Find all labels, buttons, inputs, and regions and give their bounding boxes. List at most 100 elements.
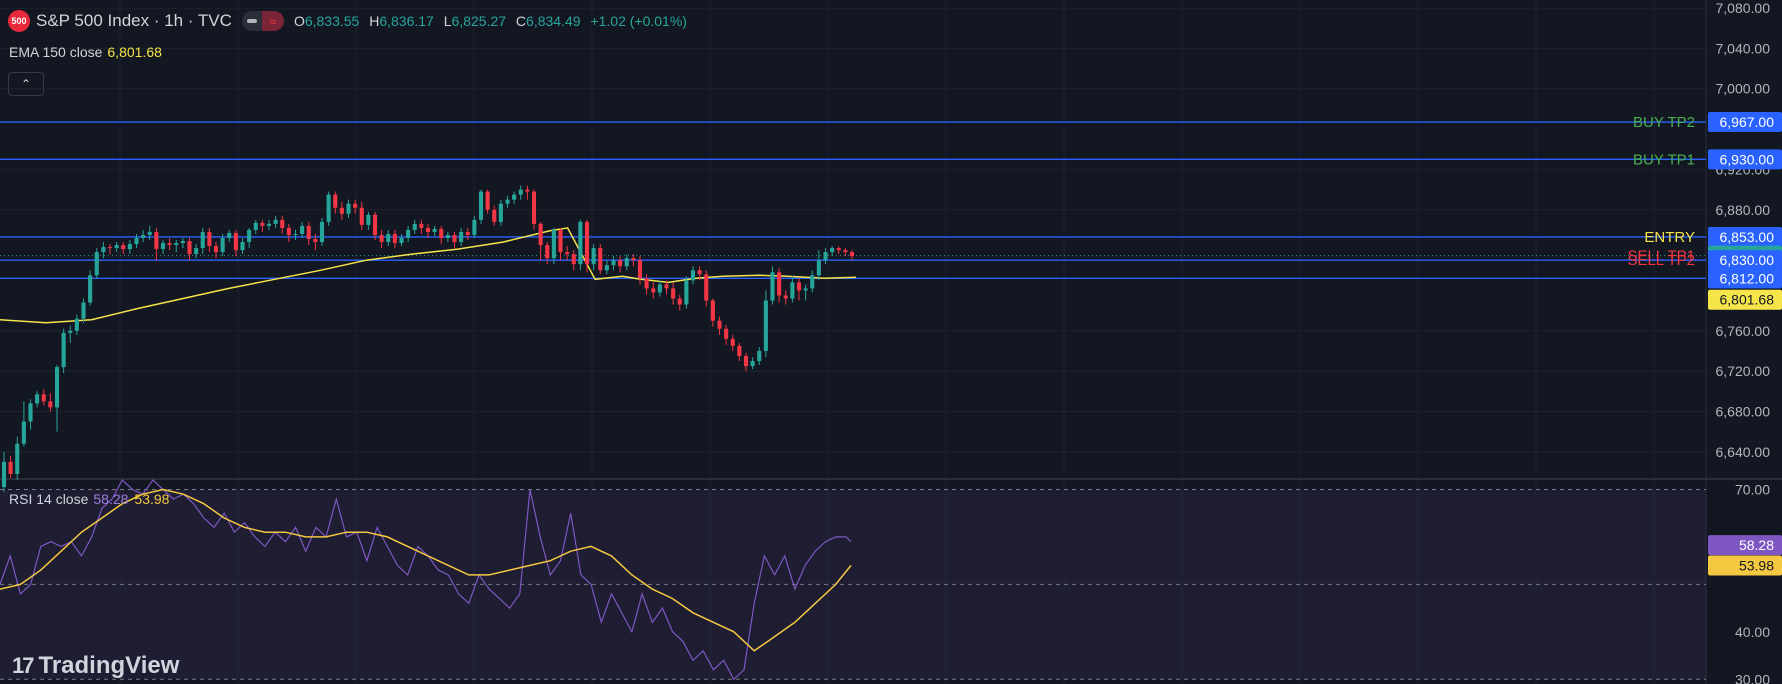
symbol-title[interactable]: S&P 500 Index · 1h · TVC [36, 11, 232, 30]
candle [240, 237, 245, 255]
candle-body [107, 247, 113, 249]
candle [346, 199, 351, 218]
candle-body [565, 252, 570, 255]
candle [584, 219, 590, 273]
candle-body [187, 241, 192, 255]
candle [743, 352, 749, 372]
level-price-tag: 6,967.00 [1708, 112, 1782, 133]
legend-toggle-pill[interactable]: ≈ [241, 11, 284, 31]
tradingview-logo-icon: 17 [12, 653, 35, 678]
symbol-legend[interactable]: 500 S&P 500 Index · 1h · TVC ≈ O6,833.55… [8, 10, 687, 32]
high-value: 6,836.17 [379, 13, 434, 29]
candle [141, 229, 146, 243]
candle-body [604, 265, 609, 271]
candle-body [783, 295, 788, 299]
candle-body [452, 234, 457, 243]
candle-body [154, 231, 159, 250]
candle-body [465, 231, 470, 235]
candle-body [591, 248, 596, 265]
candle [492, 205, 497, 226]
wave-icon[interactable]: ≈ [261, 11, 284, 31]
candle [790, 276, 795, 303]
candle-body [253, 222, 258, 230]
candle-body [571, 254, 576, 265]
candle [505, 195, 510, 208]
candle [644, 274, 649, 295]
chevron-up-icon: ⌃ [20, 77, 32, 91]
ema-legend[interactable]: EMA 150 close 6,801.68 [9, 44, 162, 60]
candle [41, 389, 46, 406]
candle-body [54, 367, 60, 408]
level-label: BUY TP1 [1633, 151, 1695, 168]
collapse-legend-button[interactable]: ⌃ [8, 72, 44, 96]
candle-body [743, 355, 749, 367]
candle-body [160, 243, 166, 250]
candle [591, 244, 596, 271]
candle-body [657, 284, 662, 293]
candle [28, 399, 33, 430]
candle [538, 221, 543, 261]
price-tag-bg [1708, 289, 1782, 310]
candle [101, 242, 106, 259]
level-price-tag: 6,830.00 [1708, 250, 1782, 271]
candle-body [697, 270, 702, 275]
candle [61, 328, 66, 374]
candle [160, 240, 166, 255]
candle [174, 240, 179, 253]
price-tick-label: 6,880.00 [1716, 202, 1771, 218]
candle-body [147, 231, 152, 235]
symbol-logo-icon: 500 [8, 10, 30, 32]
candle-body [134, 237, 139, 245]
rsi-tick-label: 30.00 [1735, 671, 1770, 684]
candle [604, 260, 609, 275]
candle-body [425, 227, 431, 232]
candle-body [266, 223, 272, 226]
price-tag-bg [1708, 555, 1782, 576]
candle-body [777, 272, 782, 296]
candle-body [445, 234, 450, 238]
candle-body [419, 223, 424, 228]
candle [187, 237, 192, 261]
candle [167, 237, 172, 251]
candle-body [273, 219, 278, 224]
candle [359, 201, 364, 230]
rsi-value-tag: 58.28 [1708, 535, 1782, 556]
candle [372, 211, 378, 241]
minus-icon[interactable] [242, 19, 262, 23]
candle-body [849, 252, 855, 257]
candle [213, 242, 219, 259]
rsi-band [0, 489, 1706, 680]
candle-body [353, 203, 358, 208]
candle-body [631, 258, 636, 261]
candle-body [233, 232, 238, 251]
candle [796, 278, 802, 301]
candle-body [512, 194, 517, 200]
candle-body [717, 320, 722, 329]
candle-body [531, 191, 537, 224]
candle-body [505, 199, 510, 204]
candle-body [710, 300, 715, 321]
candle-body [372, 214, 378, 235]
rsi-legend[interactable]: RSI 14 close 58.28 53.98 [9, 491, 169, 507]
candle-body [339, 207, 344, 214]
level-label: BUY TP2 [1633, 114, 1695, 131]
candle-body [796, 282, 802, 291]
tradingview-logo[interactable]: 17 TradingView [12, 652, 179, 680]
candle [445, 231, 450, 243]
ema-price-tag: 6,801.68 [1708, 289, 1782, 310]
candle [770, 266, 775, 305]
candle-body [611, 260, 616, 266]
candle [313, 233, 318, 251]
price-tag-text: 6,853.00 [1720, 229, 1775, 245]
candle [472, 215, 477, 238]
candle-body [770, 272, 775, 301]
candle-body [81, 302, 86, 319]
candle [657, 280, 662, 297]
candle [618, 256, 623, 273]
candle-body [286, 227, 291, 235]
candle [690, 266, 696, 285]
price-tick-label: 6,720.00 [1716, 363, 1771, 379]
candle [459, 227, 464, 247]
candle [280, 215, 285, 234]
